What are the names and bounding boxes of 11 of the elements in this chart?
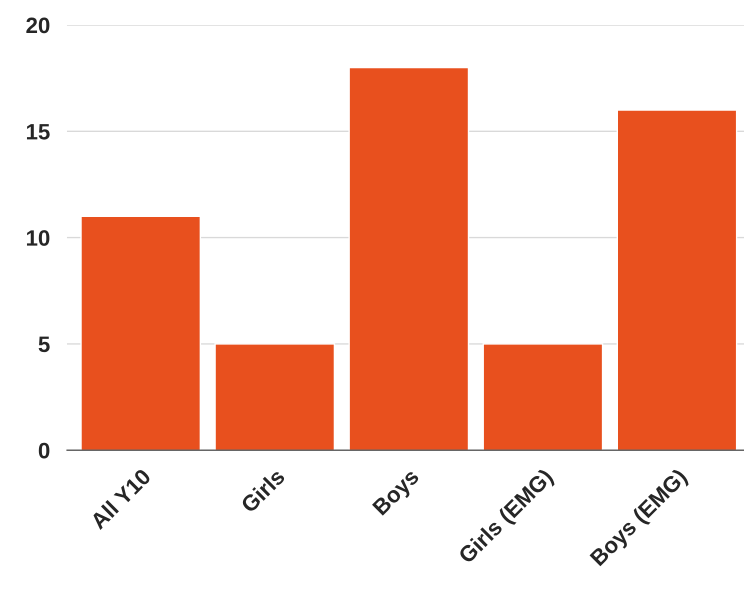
bar (80, 216, 202, 450)
bar (348, 66, 470, 450)
y-tick-label: 5 (38, 336, 50, 352)
x-tick-label: All Y10 (88, 467, 152, 530)
y-tick-label: 15 (26, 124, 50, 140)
y-tick-label: 20 (26, 18, 50, 34)
y-tick-label: 10 (26, 230, 50, 246)
y-tick-label: 0 (38, 442, 50, 458)
bar (482, 343, 604, 450)
bar (214, 343, 336, 450)
bar (616, 109, 738, 450)
